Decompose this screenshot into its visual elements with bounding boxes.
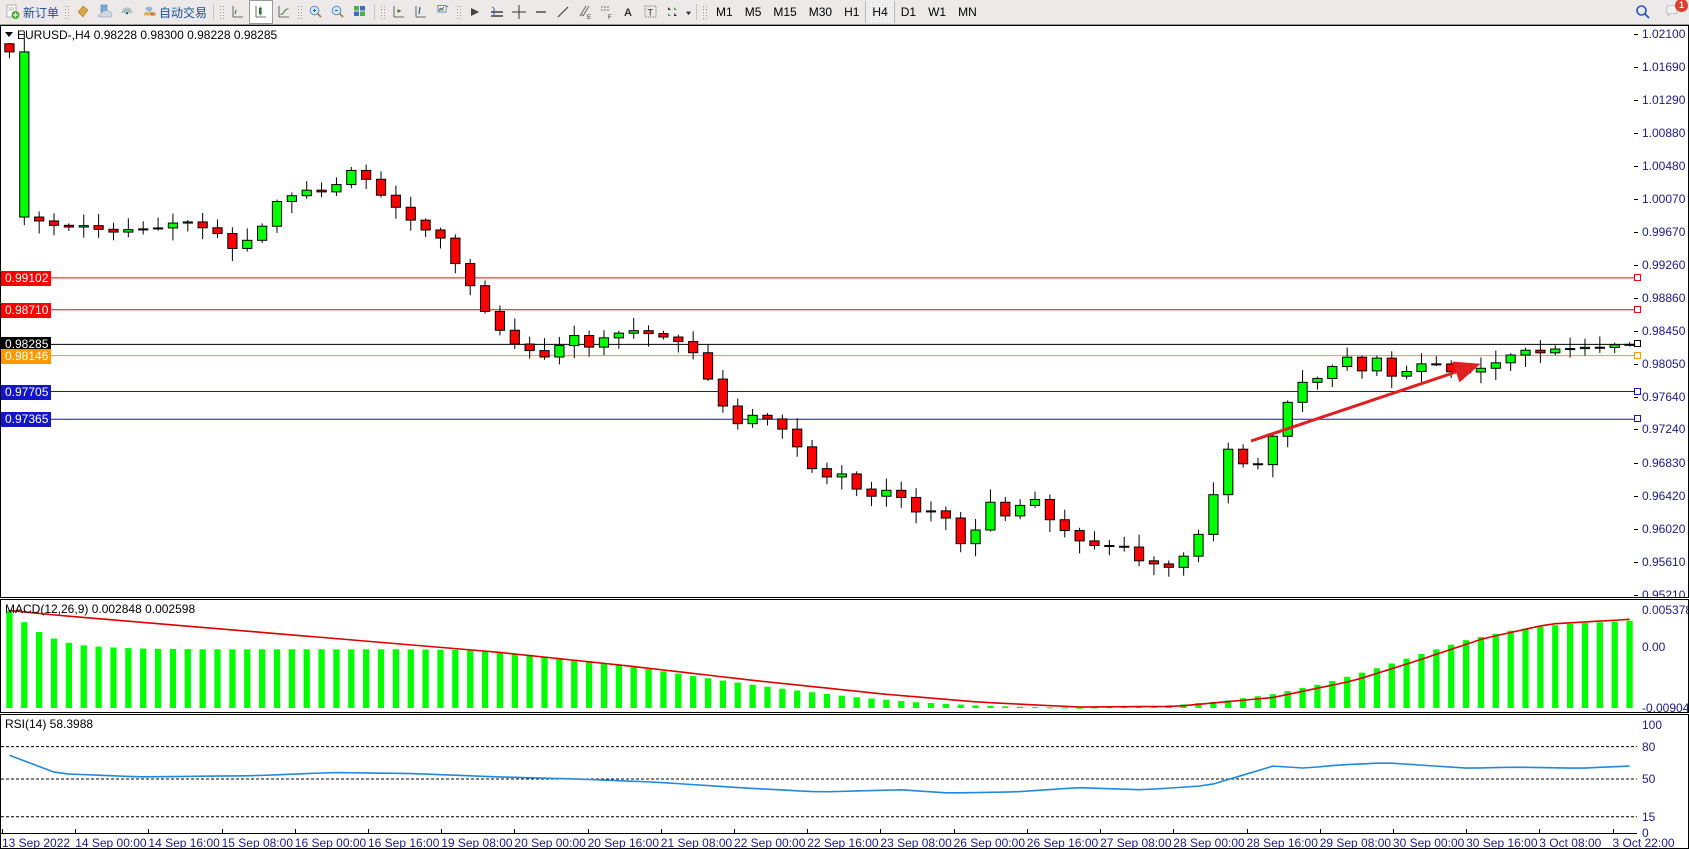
svg-text:E: E bbox=[587, 15, 591, 20]
svg-text:T: T bbox=[648, 8, 654, 18]
svg-text:F: F bbox=[608, 15, 612, 20]
svg-text:A: A bbox=[624, 7, 632, 19]
